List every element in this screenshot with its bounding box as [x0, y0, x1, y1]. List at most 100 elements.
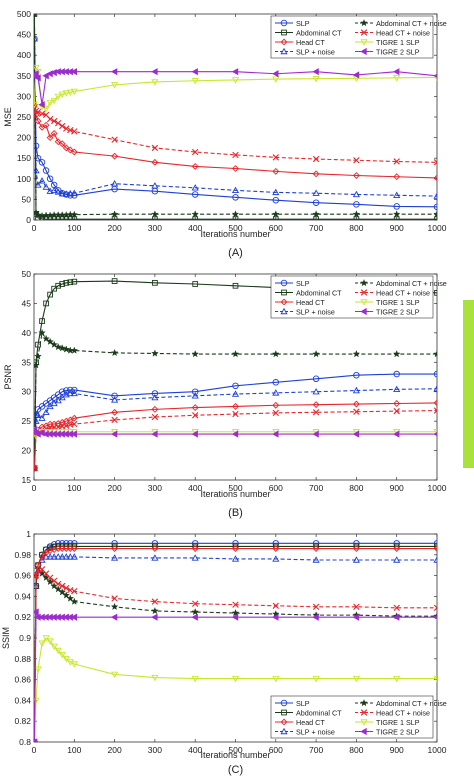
x-tick-label: 300 — [148, 223, 162, 233]
data-point — [312, 387, 320, 395]
series-slp — [34, 370, 437, 472]
data-point — [70, 414, 78, 422]
data-point — [151, 390, 159, 397]
y-tick-label: 40 — [22, 328, 32, 338]
data-point — [54, 119, 62, 127]
data-point — [272, 675, 280, 683]
y-tick-label: 0.88 — [14, 654, 31, 664]
data-point — [191, 210, 199, 218]
data-point — [46, 134, 54, 142]
x-axis-label: Iterations number — [200, 750, 270, 760]
x-tick-label: 200 — [108, 745, 122, 755]
data-point — [192, 600, 199, 607]
data-point — [110, 348, 119, 357]
data-point — [433, 604, 437, 612]
data-point — [70, 597, 79, 605]
data-point — [38, 159, 46, 166]
data-point — [70, 553, 78, 560]
data-point — [50, 643, 58, 651]
y-tick-label: 0.92 — [14, 612, 31, 622]
y-tick-label: 0.94 — [14, 591, 31, 601]
data-point — [111, 136, 118, 143]
y-tick-label: 25 — [22, 416, 32, 426]
x-tick-label: 300 — [148, 745, 162, 755]
y-tick-label: 150 — [17, 153, 31, 163]
data-point — [70, 68, 77, 76]
legend-entry: SLP — [275, 699, 310, 708]
data-point — [71, 278, 78, 285]
x-tick-label: 0 — [32, 483, 37, 493]
legend-label: Abdominal CT — [296, 288, 342, 297]
x-tick-label: 900 — [390, 745, 404, 755]
data-point — [111, 408, 119, 416]
data-point — [231, 609, 240, 617]
data-point — [63, 422, 70, 430]
data-point — [38, 177, 46, 184]
data-point — [392, 210, 401, 218]
data-point — [55, 216, 62, 220]
data-point — [70, 661, 78, 668]
legend-entry: Head CT — [275, 38, 325, 47]
legend-box — [270, 695, 434, 739]
data-point — [272, 545, 280, 552]
data-point — [433, 370, 437, 378]
data-point — [66, 553, 74, 560]
data-point — [59, 281, 66, 287]
data-point — [433, 210, 437, 218]
data-point — [34, 352, 42, 360]
data-point — [191, 388, 199, 395]
legend-entry: Abdominal CT — [275, 708, 342, 717]
x-tick-label: 400 — [188, 745, 202, 755]
side-accent-bar — [463, 300, 474, 468]
y-tick-label: 350 — [17, 71, 31, 81]
series-tigre-1-slp — [34, 635, 437, 742]
data-point — [42, 334, 50, 342]
data-point — [63, 584, 70, 592]
series-line — [34, 388, 437, 469]
legend-label: TIGRE 2 SLP — [376, 307, 420, 316]
data-point — [111, 554, 119, 561]
legend-marker — [280, 727, 288, 735]
series-line — [34, 104, 437, 179]
data-point — [352, 556, 360, 563]
data-point — [151, 613, 158, 621]
data-point — [191, 78, 199, 85]
y-tick-label: 35 — [22, 357, 32, 367]
data-point — [110, 430, 118, 438]
data-point — [192, 148, 199, 156]
data-point — [54, 580, 62, 588]
data-point — [232, 194, 239, 201]
data-point — [42, 106, 50, 113]
data-point — [434, 289, 437, 296]
legend-label: TIGRE 2 SLP — [376, 47, 420, 56]
data-point — [433, 203, 437, 211]
data-point — [67, 386, 74, 394]
legend-marker — [360, 719, 368, 726]
y-tick-label: 50 — [22, 194, 32, 204]
data-point — [34, 464, 38, 472]
data-point — [151, 430, 158, 438]
data-point — [50, 553, 58, 560]
legend-marker — [280, 38, 288, 46]
data-point — [151, 413, 159, 421]
data-point — [54, 188, 62, 195]
data-point — [54, 343, 62, 351]
series-slp-noise — [34, 34, 437, 199]
data-point — [42, 121, 50, 129]
data-point — [59, 122, 66, 130]
data-point — [312, 545, 320, 552]
legend-entry: SLP + noise — [275, 307, 335, 316]
data-point — [353, 216, 360, 220]
data-point — [63, 279, 70, 286]
data-point — [433, 74, 437, 82]
data-point — [46, 187, 54, 194]
data-point — [66, 594, 75, 602]
data-point — [58, 91, 66, 99]
data-point — [392, 613, 400, 621]
data-point — [111, 545, 119, 552]
data-point — [111, 152, 119, 160]
data-point — [34, 64, 40, 72]
data-point — [62, 190, 70, 197]
x-axis-label: Iterations number — [200, 489, 270, 499]
legend-marker — [280, 718, 288, 726]
